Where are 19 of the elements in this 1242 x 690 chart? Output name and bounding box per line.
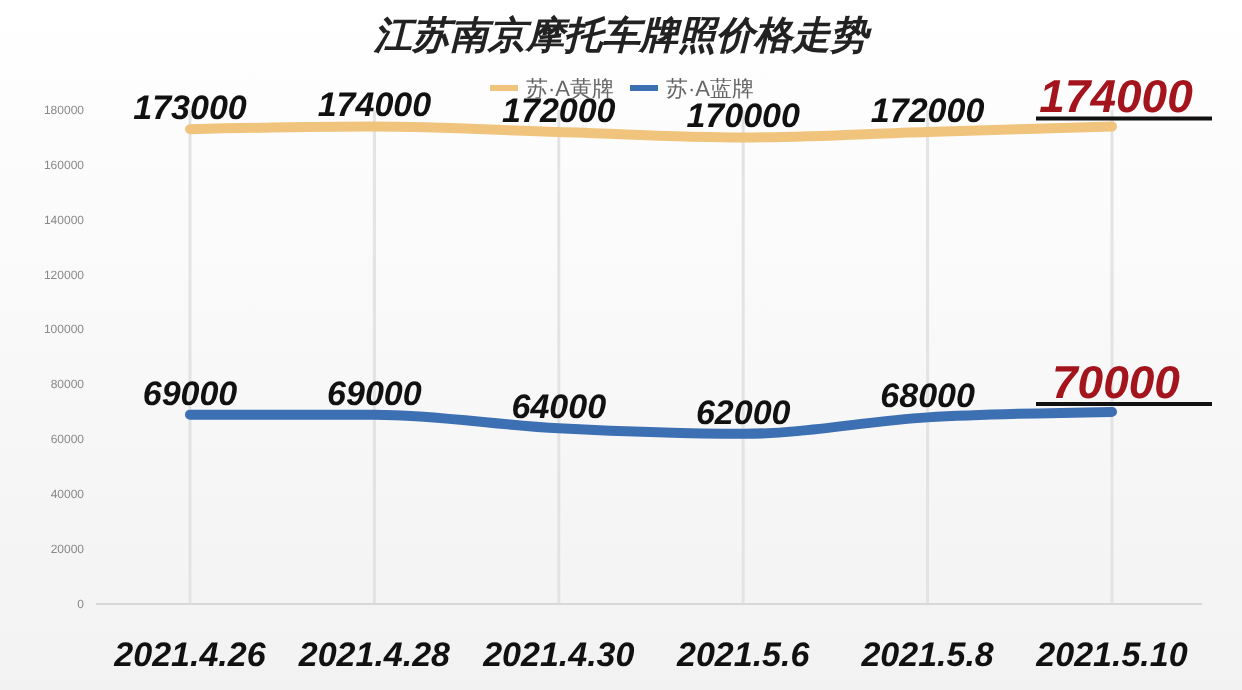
legend-label: 苏·A蓝牌	[666, 75, 754, 102]
data-label: 69000	[142, 374, 239, 413]
data-label: 172000	[870, 91, 986, 130]
data-label: 70000	[1052, 355, 1181, 408]
data-label: 64000	[511, 388, 608, 427]
data-label: 174000	[317, 86, 433, 125]
data-label: 170000	[686, 97, 802, 136]
x-tick-label: 2021.4.28	[296, 636, 452, 674]
data-label: 62000	[695, 393, 792, 432]
x-tick-label: 2021.5.6	[675, 636, 811, 674]
data-label: 68000	[880, 377, 976, 416]
data-label: 173000	[133, 89, 248, 128]
x-tick-label: 2021.4.30	[481, 636, 636, 674]
data-label: 69000	[327, 374, 423, 413]
x-tick-label: 2021.4.26	[112, 636, 267, 674]
x-tick-label: 2021.5.10	[1034, 636, 1189, 674]
chart-title: 江苏南京摩托车牌照价格走势	[372, 14, 872, 58]
data-label: 174000	[1039, 70, 1194, 123]
x-tick-label: 2021.5.8	[859, 636, 995, 674]
